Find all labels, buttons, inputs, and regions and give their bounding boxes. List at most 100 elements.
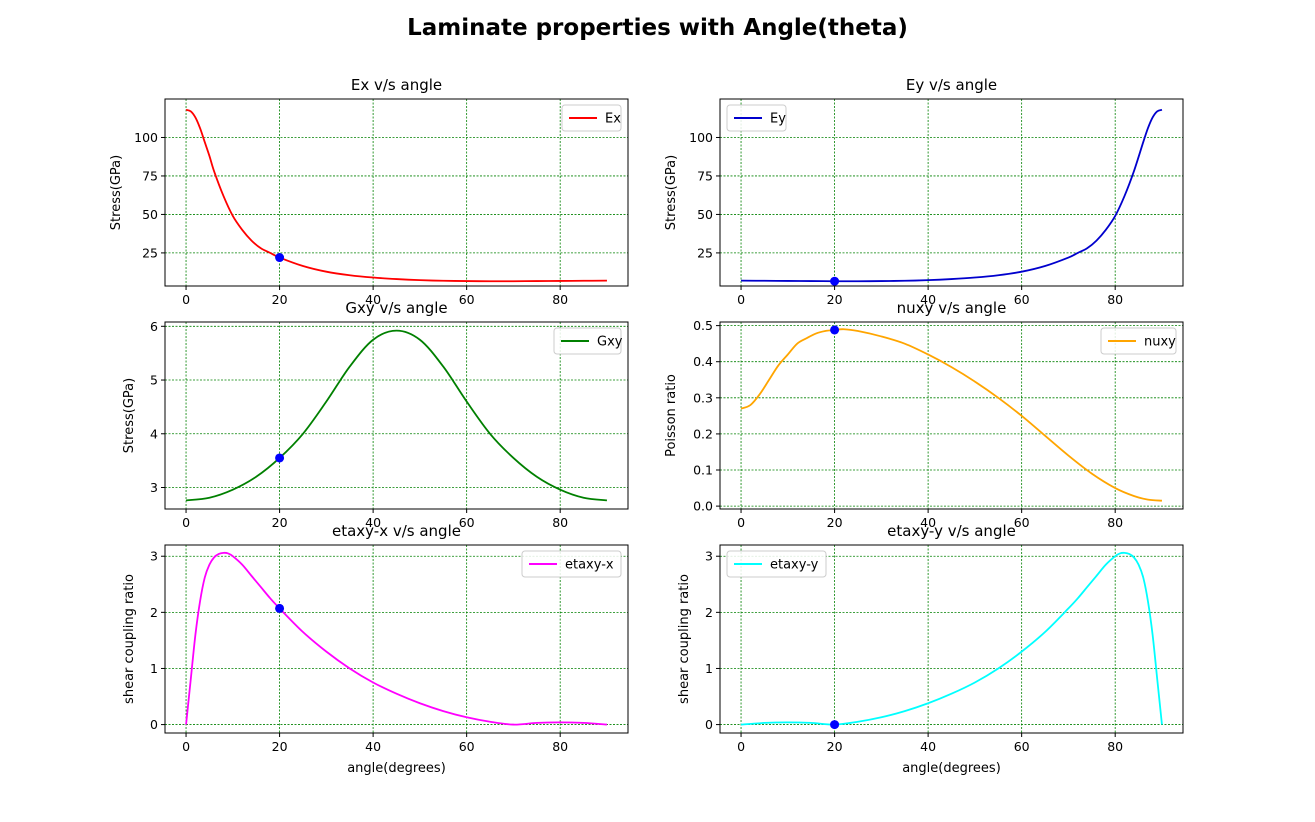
y-tick-label: 25 (142, 245, 158, 260)
y-tick-label: 0.5 (693, 318, 713, 333)
x-tick-label: 40 (365, 739, 381, 754)
x-tick-label: 80 (1107, 292, 1123, 307)
x-tick-label: 0 (737, 739, 745, 754)
x-tick-label: 60 (459, 292, 475, 307)
x-tick-label: 40 (920, 739, 936, 754)
grid-lines (720, 322, 1183, 509)
series-line-Ey (741, 108, 1163, 283)
x-tick-label: 20 (827, 739, 843, 754)
y-tick-label: 5 (150, 373, 158, 388)
subplot-title: Gxy v/s angle (345, 299, 447, 317)
x-tick-label: 20 (827, 515, 843, 530)
x-tick-label: 80 (552, 515, 568, 530)
subplot-title: etaxy-x v/s angle (332, 522, 461, 540)
x-tick-label: 40 (365, 515, 381, 530)
legend: nuxy (1100, 327, 1177, 355)
subplot-title: nuxy v/s angle (897, 299, 1007, 317)
series-line-etaxy-y (740, 551, 1163, 726)
axes-background (720, 99, 1183, 286)
highlight-point (275, 603, 285, 613)
subplot-3: 0 20 40 60 80 3 4 5 6 Gxy v/s angle Stress(GPa) Gxy (122, 299, 629, 530)
figure-title: Laminate properties with Angle(theta) (407, 15, 908, 41)
subplot-title: Ex v/s angle (351, 76, 442, 94)
series-line-etaxy-x (185, 551, 608, 726)
highlight-point (830, 720, 840, 730)
highlight-point (830, 276, 840, 286)
axes-frame (164, 544, 629, 734)
x-tick-label: 0 (182, 292, 190, 307)
subplot-5: 0 20 40 60 80 0 1 2 3 etaxy-x v/s angle shear coup… (122, 522, 629, 776)
legend-box (726, 550, 827, 578)
y-tick-label: 50 (142, 207, 158, 222)
y-axis-label: Poisson ratio (664, 374, 679, 457)
legend: Ey (726, 104, 787, 132)
y-axis-label: shear coupling ratio (122, 574, 137, 704)
y-axis-label: Stress(GPa) (664, 155, 679, 230)
x-tick-label: 0 (182, 515, 190, 530)
x-tick-label: 60 (1014, 292, 1030, 307)
y-tick-label: 100 (134, 130, 158, 145)
x-tick-label: 80 (552, 739, 568, 754)
subplot-6: 0 20 40 60 80 0 1 2 3 etaxy-y v/s angle shear coup… (677, 522, 1184, 776)
y-tick-label: 4 (150, 426, 158, 441)
x-tick-label: 0 (737, 292, 745, 307)
x-tick-label: 60 (1014, 739, 1030, 754)
legend: etaxy-y (726, 550, 827, 578)
legend-label: etaxy-x (565, 558, 614, 573)
x-axis-label: angle(degrees) (902, 761, 1001, 776)
axes-frame (164, 321, 629, 510)
y-tick-label: 3 (150, 480, 158, 495)
y-tick-label: 2 (705, 605, 713, 620)
axes-background (165, 99, 628, 286)
legend-label: etaxy-y (770, 558, 819, 573)
y-axis-label: shear coupling ratio (677, 574, 692, 704)
subplot-title: Ey v/s angle (906, 76, 997, 94)
legend-label: Ex (605, 112, 621, 127)
y-tick-label: 75 (142, 168, 158, 183)
y-tick-label: 1 (705, 661, 713, 676)
y-tick-label: 75 (697, 168, 713, 183)
x-tick-label: 0 (182, 739, 190, 754)
series-line-Gxy (185, 329, 608, 502)
x-tick-label: 80 (552, 292, 568, 307)
x-axis-label: angle(degrees) (347, 761, 446, 776)
x-tick-label: 20 (827, 292, 843, 307)
x-tick-label: 80 (1107, 515, 1123, 530)
y-axis-label: Stress(GPa) (109, 155, 124, 230)
x-tick-label: 20 (272, 739, 288, 754)
y-tick-label: 6 (150, 319, 158, 334)
series-line-nuxy (740, 328, 1163, 502)
legend: Gxy (553, 327, 623, 355)
legend: etaxy-x (521, 550, 622, 578)
subplot-2: 0 20 40 60 80 25 50 75 100 Ey v/s angle Stress(GPa… (664, 76, 1184, 307)
y-tick-label: 1 (150, 661, 158, 676)
axes-frame (164, 98, 629, 287)
x-tick-label: 60 (459, 515, 475, 530)
legend-label: Gxy (597, 335, 623, 350)
subplot-1: 0 20 40 60 80 25 50 75 100 Ex v/s angle Stress(GPa… (109, 76, 629, 307)
x-tick-label: 20 (272, 292, 288, 307)
legend-box (521, 550, 622, 578)
y-tick-label: 3 (150, 549, 158, 564)
y-axis-label: Stress(GPa) (122, 378, 137, 453)
x-tick-label: 80 (1107, 739, 1123, 754)
x-tick-label: 60 (1014, 515, 1030, 530)
y-tick-label: 0.0 (693, 499, 713, 514)
grid-lines (165, 322, 628, 509)
y-tick-label: 0.3 (693, 390, 713, 405)
legend-label: nuxy (1144, 335, 1176, 350)
subplot-title: etaxy-y v/s angle (887, 522, 1016, 540)
x-tick-label: 40 (365, 292, 381, 307)
y-tick-label: 0.2 (693, 426, 713, 441)
y-tick-label: 100 (689, 130, 713, 145)
highlight-point (830, 325, 840, 335)
x-tick-label: 40 (920, 292, 936, 307)
y-tick-label: 50 (697, 207, 713, 222)
grid-lines (720, 99, 1183, 286)
legend: Ex (561, 104, 622, 132)
x-tick-label: 60 (459, 739, 475, 754)
y-tick-label: 3 (705, 549, 713, 564)
x-tick-label: 40 (920, 515, 936, 530)
